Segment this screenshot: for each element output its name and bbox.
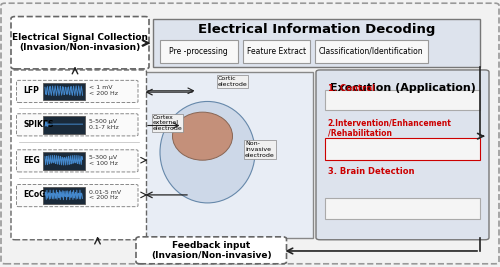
Text: Cortex
external
electrode: Cortex external electrode — [152, 115, 182, 131]
Text: 0.01-5 mV
< 200 Hz: 0.01-5 mV < 200 Hz — [89, 190, 121, 200]
Bar — [152, 19, 480, 67]
Text: Feedback input
(Invasion/Non-invasive): Feedback input (Invasion/Non-invasive) — [151, 241, 272, 260]
FancyBboxPatch shape — [316, 70, 489, 240]
Bar — [42, 116, 85, 134]
Text: 1. Control: 1. Control — [328, 84, 374, 93]
FancyBboxPatch shape — [11, 70, 146, 240]
Text: ECoG: ECoG — [23, 190, 46, 199]
Text: Execution (Application): Execution (Application) — [330, 83, 476, 93]
Bar — [160, 40, 238, 63]
Text: 5-500 μV
0.1-7 kHz: 5-500 μV 0.1-7 kHz — [89, 119, 119, 129]
Text: Feature Extract: Feature Extract — [246, 47, 306, 56]
FancyBboxPatch shape — [1, 3, 499, 264]
Ellipse shape — [172, 112, 233, 160]
Text: Electrical Information Decoding: Electrical Information Decoding — [198, 23, 435, 36]
Bar — [42, 83, 85, 100]
Ellipse shape — [160, 101, 255, 203]
Bar — [325, 198, 480, 219]
Bar — [42, 152, 85, 170]
Text: 5-300 μV
< 100 Hz: 5-300 μV < 100 Hz — [89, 155, 118, 166]
Text: Cortic
electrode: Cortic electrode — [218, 76, 247, 87]
Text: Classification/Identification: Classification/Identification — [319, 47, 424, 56]
Text: < 1 mV
< 200 Hz: < 1 mV < 200 Hz — [89, 85, 118, 96]
Text: Non-
invasive
electrode: Non- invasive electrode — [245, 141, 275, 158]
Text: Pre -processing: Pre -processing — [170, 47, 228, 56]
Bar — [242, 40, 310, 63]
FancyBboxPatch shape — [11, 17, 149, 69]
Text: 3. Brain Detection: 3. Brain Detection — [328, 167, 414, 176]
FancyBboxPatch shape — [136, 237, 286, 264]
Text: LFP: LFP — [23, 86, 39, 95]
Text: Electrical Signal Collection
(Invasion/Non-invasion): Electrical Signal Collection (Invasion/N… — [12, 33, 148, 52]
Text: EEG: EEG — [23, 156, 40, 165]
Bar — [325, 138, 480, 160]
FancyBboxPatch shape — [16, 184, 138, 207]
FancyBboxPatch shape — [16, 150, 138, 172]
FancyBboxPatch shape — [16, 114, 138, 136]
Bar — [42, 187, 85, 204]
Bar — [15, 72, 312, 238]
Bar — [315, 40, 428, 63]
Bar — [325, 90, 480, 110]
FancyBboxPatch shape — [16, 80, 138, 103]
Text: 2.Intervention/Enhancement
/Rehabilitation: 2.Intervention/Enhancement /Rehabilitati… — [328, 119, 452, 138]
Text: SPIKES: SPIKES — [23, 120, 54, 129]
